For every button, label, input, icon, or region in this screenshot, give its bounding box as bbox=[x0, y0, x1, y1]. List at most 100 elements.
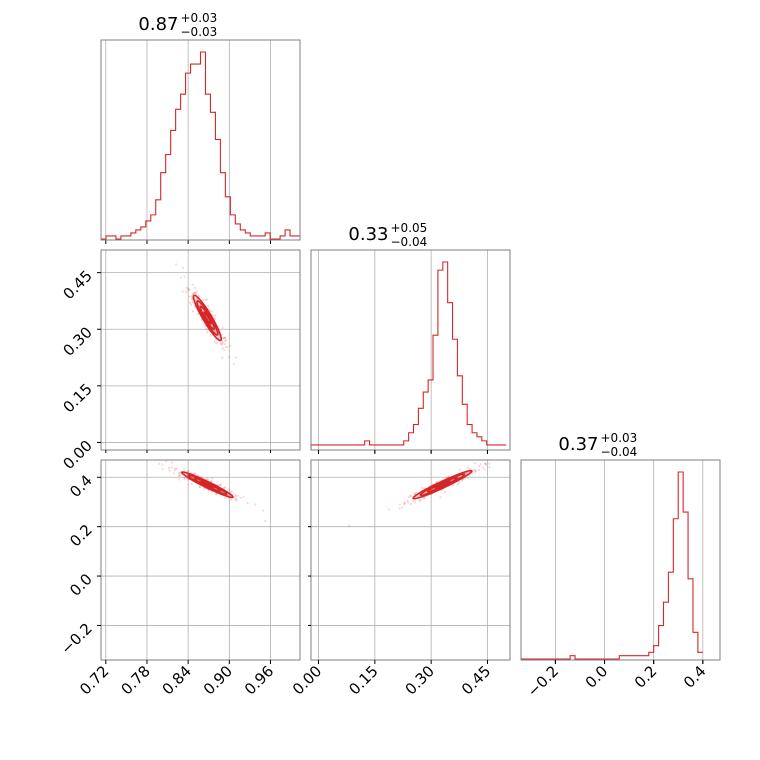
x-tick-label: 0.00 bbox=[289, 662, 325, 698]
sample-point bbox=[190, 295, 193, 298]
title-minus: −0.04 bbox=[391, 235, 428, 249]
sample-point bbox=[439, 496, 442, 499]
sample-point bbox=[187, 287, 190, 291]
sample-point bbox=[191, 283, 194, 286]
sample-point bbox=[179, 471, 182, 474]
sample-point bbox=[481, 466, 484, 469]
sample-point bbox=[178, 474, 181, 478]
sample-point bbox=[221, 347, 224, 350]
sample-point bbox=[223, 336, 226, 339]
histogram-line bbox=[310, 261, 507, 449]
sample-point bbox=[207, 489, 211, 492]
sample-point bbox=[168, 469, 171, 472]
sample-point bbox=[185, 290, 188, 294]
sample-point bbox=[178, 474, 181, 477]
panel-2-1 bbox=[311, 430, 551, 660]
sample-point bbox=[549, 430, 551, 432]
sample-point bbox=[409, 494, 412, 497]
sample-point bbox=[412, 500, 415, 503]
x-tick-label: 0.2 bbox=[631, 662, 661, 692]
sample-point bbox=[214, 318, 217, 321]
sample-point bbox=[220, 343, 224, 346]
panel-frame bbox=[310, 459, 511, 661]
title-value: 0.33 bbox=[348, 224, 388, 245]
sample-point bbox=[418, 499, 422, 502]
sample-point bbox=[158, 462, 161, 465]
sample-point bbox=[177, 472, 181, 475]
panel-content bbox=[348, 430, 551, 527]
sample-point bbox=[183, 476, 186, 479]
sample-point bbox=[221, 341, 225, 344]
sample-point bbox=[435, 480, 438, 483]
sample-point bbox=[223, 342, 226, 346]
sample-point bbox=[408, 495, 411, 499]
x-tick-label: 0.90 bbox=[200, 662, 236, 698]
sample-point bbox=[418, 498, 422, 502]
sample-point bbox=[161, 467, 164, 471]
title-minus: −0.03 bbox=[181, 25, 218, 39]
sample-point bbox=[458, 480, 461, 484]
sample-point bbox=[217, 483, 220, 487]
sample-point bbox=[234, 494, 238, 497]
sample-point bbox=[246, 502, 249, 505]
sample-point bbox=[477, 469, 480, 472]
sample-point bbox=[229, 498, 233, 501]
sample-point bbox=[221, 356, 224, 359]
panel-1-1: 0.33 +0.05−0.04 bbox=[310, 221, 507, 454]
sample-point bbox=[403, 501, 406, 504]
sample-point bbox=[223, 339, 226, 342]
sample-point bbox=[183, 468, 186, 471]
sample-point bbox=[143, 452, 145, 454]
sample-point bbox=[224, 486, 227, 489]
sample-point bbox=[468, 467, 471, 470]
x-tick-label: 0.78 bbox=[117, 662, 153, 698]
sample-point bbox=[214, 330, 217, 333]
histogram-line bbox=[101, 51, 300, 240]
sample-point bbox=[205, 298, 208, 301]
sample-point bbox=[483, 462, 486, 465]
sample-point bbox=[188, 295, 191, 298]
contour-line bbox=[203, 311, 212, 325]
y-tick-label: 0.0 bbox=[66, 570, 96, 600]
contour-line bbox=[196, 300, 219, 336]
x-tick-label: 0.96 bbox=[241, 662, 277, 698]
sample-point bbox=[177, 478, 181, 481]
sample-point bbox=[451, 484, 455, 487]
sample-point bbox=[191, 297, 194, 300]
sample-point bbox=[474, 462, 477, 465]
sample-point bbox=[474, 471, 477, 474]
sample-point bbox=[170, 466, 173, 469]
sample-point bbox=[182, 266, 185, 269]
title-plus: +0.05 bbox=[391, 221, 428, 235]
sample-point bbox=[234, 498, 237, 501]
panel-frame bbox=[520, 459, 721, 661]
sample-point bbox=[170, 461, 173, 464]
title-plus: +0.03 bbox=[181, 11, 218, 25]
sample-point bbox=[165, 460, 168, 463]
sample-point bbox=[221, 333, 224, 336]
sample-point bbox=[209, 334, 212, 337]
sample-point bbox=[443, 490, 447, 493]
contour-line bbox=[199, 305, 216, 331]
sample-point bbox=[219, 483, 223, 487]
sample-point bbox=[348, 524, 351, 527]
sample-point bbox=[215, 342, 218, 345]
sample-point bbox=[191, 300, 194, 303]
sample-point bbox=[210, 310, 213, 313]
sample-point bbox=[488, 466, 491, 469]
sample-point bbox=[193, 472, 197, 475]
y-tick-label: 0.2 bbox=[66, 521, 96, 551]
sample-point bbox=[222, 486, 226, 489]
sample-point bbox=[460, 479, 464, 482]
sample-point bbox=[207, 305, 210, 308]
x-tick-label: 0.15 bbox=[345, 662, 381, 698]
sample-point bbox=[409, 502, 412, 506]
sample-point bbox=[195, 290, 199, 293]
sample-point bbox=[387, 508, 390, 511]
sample-point bbox=[193, 292, 196, 295]
sample-point bbox=[221, 336, 224, 340]
sample-point bbox=[221, 337, 224, 340]
sample-point bbox=[223, 336, 226, 339]
sample-point bbox=[398, 507, 401, 510]
